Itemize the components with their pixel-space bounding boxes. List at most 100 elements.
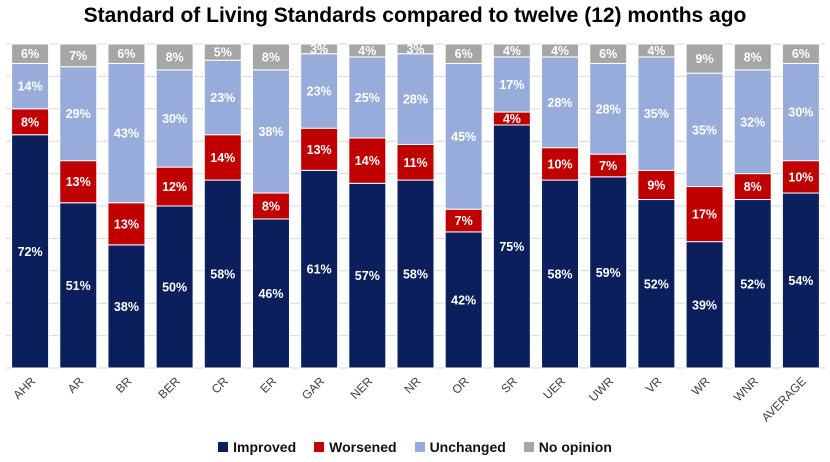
data-label-unchanged-vr: 35% (644, 107, 669, 121)
data-label-no-opinion-er: 8% (262, 50, 280, 64)
data-label-improved-ar: 51% (66, 279, 91, 293)
bar-segment-no-opinion-er (251, 43, 290, 71)
bar-segment-no-opinion-ber (155, 43, 194, 71)
bar-segment-worsened-cr (203, 134, 242, 181)
data-label-no-opinion-ber: 8% (166, 50, 184, 64)
data-label-improved-average: 54% (788, 274, 813, 288)
data-label-worsened-uer: 10% (548, 157, 573, 171)
bar-segment-no-opinion-uwr (589, 43, 628, 64)
data-label-worsened-sr: 4% (503, 112, 521, 126)
bar-segment-no-opinion-ner (348, 43, 387, 58)
bar-segment-no-opinion-cr (203, 43, 242, 61)
x-tick-label-or: OR (449, 374, 472, 397)
bar-segment-worsened-ber (155, 166, 194, 207)
bar-segment-no-opinion-vr (637, 43, 676, 58)
data-label-no-opinion-average: 6% (792, 47, 810, 61)
bar-segment-unchanged-vr (637, 56, 676, 171)
data-label-improved-ahr: 72% (18, 245, 43, 259)
bar-segment-improved-ar (59, 202, 98, 369)
bar-segment-improved-or (444, 231, 483, 369)
data-label-no-opinion-gar: 3% (310, 42, 328, 56)
legend-swatch-worsened (314, 442, 325, 452)
data-label-improved-gar: 61% (307, 263, 332, 277)
bar-segment-no-opinion-ahr (11, 43, 50, 64)
x-tick-label-nr: NR (401, 374, 423, 396)
bar-segment-improved-ner (348, 182, 387, 369)
bar-segment-improved-ahr (11, 134, 50, 369)
data-label-no-opinion-uer: 4% (551, 44, 569, 58)
data-label-improved-br: 38% (114, 300, 139, 314)
data-label-worsened-average: 10% (788, 170, 813, 184)
data-label-improved-ner: 57% (355, 269, 380, 283)
bar-segment-no-opinion-uer (541, 43, 580, 58)
data-label-improved-ber: 50% (162, 281, 187, 295)
data-label-no-opinion-br: 6% (117, 47, 135, 61)
bar-segment-improved-br (107, 244, 146, 369)
data-label-unchanged-ar: 29% (66, 107, 91, 121)
bar-segment-no-opinion-average (781, 43, 820, 64)
data-label-unchanged-uer: 28% (548, 96, 573, 110)
bar-segment-no-opinion-br (107, 43, 146, 64)
data-label-unchanged-uwr: 28% (596, 102, 621, 116)
bar-segment-unchanged-or (444, 62, 483, 210)
bar-segment-unchanged-ber (155, 69, 194, 168)
bar-segment-improved-sr (492, 124, 531, 369)
legend-item-no-opinion: No opinion (523, 439, 612, 455)
bar-segment-worsened-wnr (733, 173, 772, 201)
bar-segment-no-opinion-gar (300, 43, 339, 55)
data-label-unchanged-wr: 35% (692, 123, 717, 137)
bar-segment-no-opinion-wr (685, 43, 724, 74)
x-tick-label-cr: CR (209, 374, 231, 396)
data-label-improved-wnr: 52% (740, 277, 765, 291)
data-label-unchanged-average: 30% (788, 106, 813, 120)
bar-segment-improved-ber (155, 205, 194, 369)
bar-segment-unchanged-ahr (11, 62, 50, 110)
bar-segment-no-opinion-sr (492, 43, 531, 58)
data-label-worsened-vr: 9% (647, 178, 665, 192)
data-label-improved-vr: 52% (644, 277, 669, 291)
legend-item-improved: Improved (218, 439, 296, 455)
x-tick-label-ner: NER (348, 374, 376, 402)
bar-segment-worsened-ahr (11, 108, 50, 136)
legend-swatch-no-opinion (523, 442, 534, 452)
x-tick-label-uwr: UWR (586, 374, 616, 404)
bar-segment-worsened-nr (396, 143, 435, 181)
data-label-unchanged-wnr: 32% (740, 115, 765, 129)
data-label-improved-uwr: 59% (596, 266, 621, 280)
data-label-improved-wr: 39% (692, 298, 717, 312)
data-label-improved-uer: 58% (548, 268, 573, 282)
data-label-no-opinion-sr: 4% (503, 44, 521, 58)
data-label-no-opinion-uwr: 6% (599, 47, 617, 61)
bar-segment-unchanged-er (251, 69, 290, 194)
data-label-worsened-cr: 14% (210, 151, 235, 165)
x-tick-label-br: BR (113, 374, 135, 396)
data-label-worsened-uwr: 7% (599, 159, 617, 173)
x-tick-label-ar: AR (65, 374, 87, 396)
data-label-no-opinion-or: 6% (455, 47, 473, 61)
bar-segment-worsened-uer (541, 147, 580, 181)
bar-segment-improved-average (781, 192, 820, 369)
data-label-improved-er: 46% (258, 287, 283, 301)
bar-segment-no-opinion-or (444, 43, 483, 64)
data-label-no-opinion-wr: 9% (696, 52, 714, 66)
bars (11, 43, 820, 369)
data-label-worsened-wnr: 8% (744, 180, 762, 194)
bar-segment-improved-gar (300, 169, 339, 369)
legend: Improved Worsened Unchanged No opinion (0, 439, 830, 455)
x-tick-label-uer: UER (540, 374, 568, 402)
data-label-no-opinion-wnr: 8% (744, 50, 762, 64)
bar-segment-unchanged-nr (396, 53, 435, 145)
bar-segment-unchanged-sr (492, 56, 531, 113)
data-label-unchanged-or: 45% (451, 130, 476, 144)
x-tick-label-er: ER (257, 374, 279, 396)
chart-title: Standard of Living Standards compared to… (83, 4, 747, 27)
data-label-worsened-br: 13% (114, 217, 139, 231)
data-label-worsened-ahr: 8% (21, 115, 39, 129)
x-tick-label-ahr: AHR (10, 374, 38, 402)
data-label-worsened-ber: 12% (162, 180, 187, 194)
data-label-improved-sr: 75% (499, 240, 524, 254)
bar-segment-no-opinion-wnr (733, 43, 772, 71)
data-label-no-opinion-nr: 3% (406, 42, 424, 56)
bar-segment-worsened-ner (348, 137, 387, 184)
data-label-worsened-ner: 14% (355, 154, 380, 168)
